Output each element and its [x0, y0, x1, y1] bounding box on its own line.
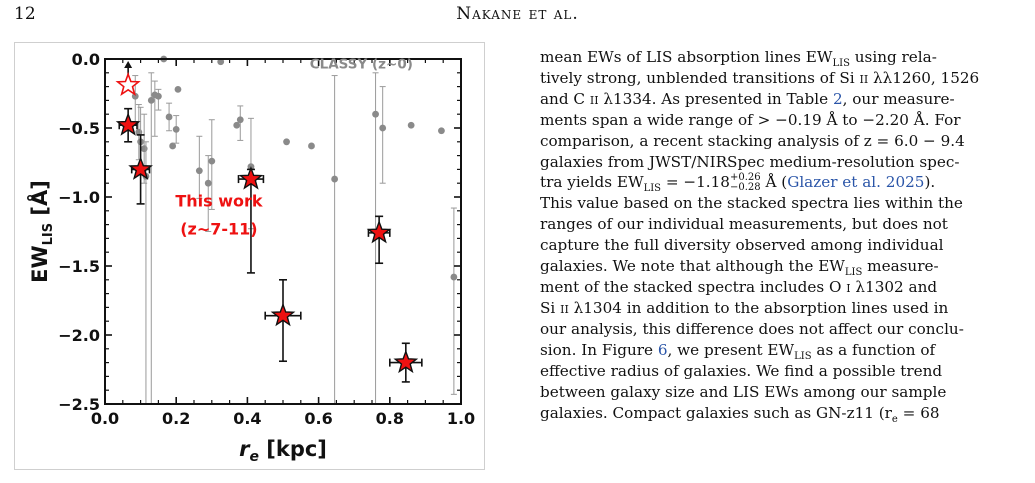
table-reference-link[interactable]: 2 [832, 89, 843, 108]
x-tick-label-3: 0.6 [304, 409, 332, 428]
classy-point-0 [131, 92, 139, 100]
text-line-1: mean EWs of LIS absorption lines EWLIS u… [540, 48, 937, 70]
this-work-star-3 [270, 302, 296, 327]
body-text: mean EWs of LIS absorption lines EWLIS u… [540, 47, 1018, 425]
classy-point-18 [236, 116, 244, 124]
text-line-4: ments span a wide range of > −0.19 Å to … [540, 110, 961, 129]
classy-point-21 [308, 142, 315, 150]
classy-point-20 [283, 138, 290, 146]
text-line-2: tively strong, unblended transitions of … [540, 68, 980, 87]
classy-point-22 [331, 175, 339, 183]
text-line-13: Si ii λ1304 in addition to the absorptio… [540, 298, 949, 317]
text-line-5: comparison, a recent stacking analysis o… [540, 131, 965, 150]
classy-point-27 [450, 273, 458, 281]
classy-point-26 [438, 127, 445, 135]
classy-point-11 [172, 125, 180, 133]
upper-limit-arrowhead-0 [124, 61, 133, 68]
this-work-star-5 [393, 349, 419, 374]
classy-point-17 [233, 121, 241, 129]
classy-point-14 [204, 179, 212, 187]
this-work-star-4 [366, 219, 392, 244]
y-tick-label-5: −2.5 [58, 395, 100, 414]
text-line-9: ranges of our individual measurements, b… [540, 215, 948, 234]
ew-vs-radius-scatter-plot: 0.0 0.2 0.4 0.6 0.8 1.0 0.0 −0.5 −1.0 −1.5 −2.0 −2.… [27, 50, 475, 465]
x-tick-label-1: 0.2 [162, 409, 190, 428]
classy-point-12 [174, 85, 182, 93]
figure-panel: 0.0 0.2 0.4 0.6 0.8 1.0 0.0 −0.5 −1.0 −1.5 −2.0 −2.… [14, 42, 485, 470]
y-tick-label-1: −0.5 [58, 119, 100, 138]
text-line-15: sion. In Figure 6, we present EWLIS as a… [540, 340, 936, 362]
y-axis-label: EWLIS [Å] [27, 180, 56, 283]
text-line-17: between galaxy size and LIS EWs among ou… [540, 382, 947, 401]
text-line-3: and C ii λ1334. As presented in Table 2,… [540, 89, 955, 108]
text-line-11: galaxies. We note that although the EWLI… [540, 257, 939, 279]
text-line-14: our analysis, this difference does not a… [540, 319, 964, 338]
y-tick-label-0: 0.0 [72, 50, 100, 69]
y-tick-label-4: −2.0 [58, 326, 100, 345]
classy-point-5 [147, 97, 155, 104]
classy-point-23 [372, 110, 379, 118]
y-tick-label-3: −1.5 [58, 257, 100, 276]
classy-point-3 [140, 145, 148, 153]
classy-point-15 [208, 157, 216, 165]
running-head: Nakane et al. [456, 4, 579, 24]
x-tick-label-4: 0.8 [376, 409, 404, 428]
x-tick-label-2: 0.4 [233, 409, 261, 428]
figure-reference-link[interactable]: 6 [657, 340, 668, 359]
this-work-label-line2: (z~7-11) [180, 219, 257, 238]
this-work-lower-limit-star-0 [115, 71, 141, 96]
text-line-18: galaxies. Compact galaxies such as GN-z1… [540, 403, 940, 425]
this-work-label-line1: This work [175, 192, 263, 211]
classy-point-10 [169, 142, 177, 150]
classy-point-25 [407, 121, 415, 129]
y-tick-label-2: −1.0 [58, 188, 100, 207]
classy-point-9 [165, 113, 173, 121]
this-work-star-2 [238, 166, 264, 190]
classy-point-24 [379, 124, 387, 132]
text-line-16: effective radius of galaxies. We find a … [540, 361, 943, 380]
text-line-12: ment of the stacked spectra includes O i… [540, 278, 938, 297]
text-line-6: galaxies from JWST/NIRSpec medium-resolu… [540, 152, 960, 171]
classy-point-7 [155, 92, 162, 100]
x-tick-label-0: 0.0 [91, 409, 119, 428]
classy-point-16 [217, 58, 225, 66]
citation-link[interactable]: Glazer et al. 2025 [787, 173, 925, 192]
classy-legend-label: CLASSY (z~0) [310, 57, 413, 73]
this-work-star-1 [128, 156, 153, 180]
page-number: 12 [14, 4, 36, 24]
text-line-10: capture the full diversity observed amon… [540, 236, 944, 255]
x-tick-label-5: 1.0 [447, 409, 475, 428]
text-line-7: tra yields EWLIS = −1.18 +0.26 −0.28 Å (Gl… [540, 172, 936, 195]
text-line-8: This value based on the stacked spectra … [540, 194, 963, 213]
this-work-star-0 [115, 112, 141, 136]
classy-point-13 [195, 167, 203, 175]
x-axis-label: re [kpc] [239, 437, 327, 465]
